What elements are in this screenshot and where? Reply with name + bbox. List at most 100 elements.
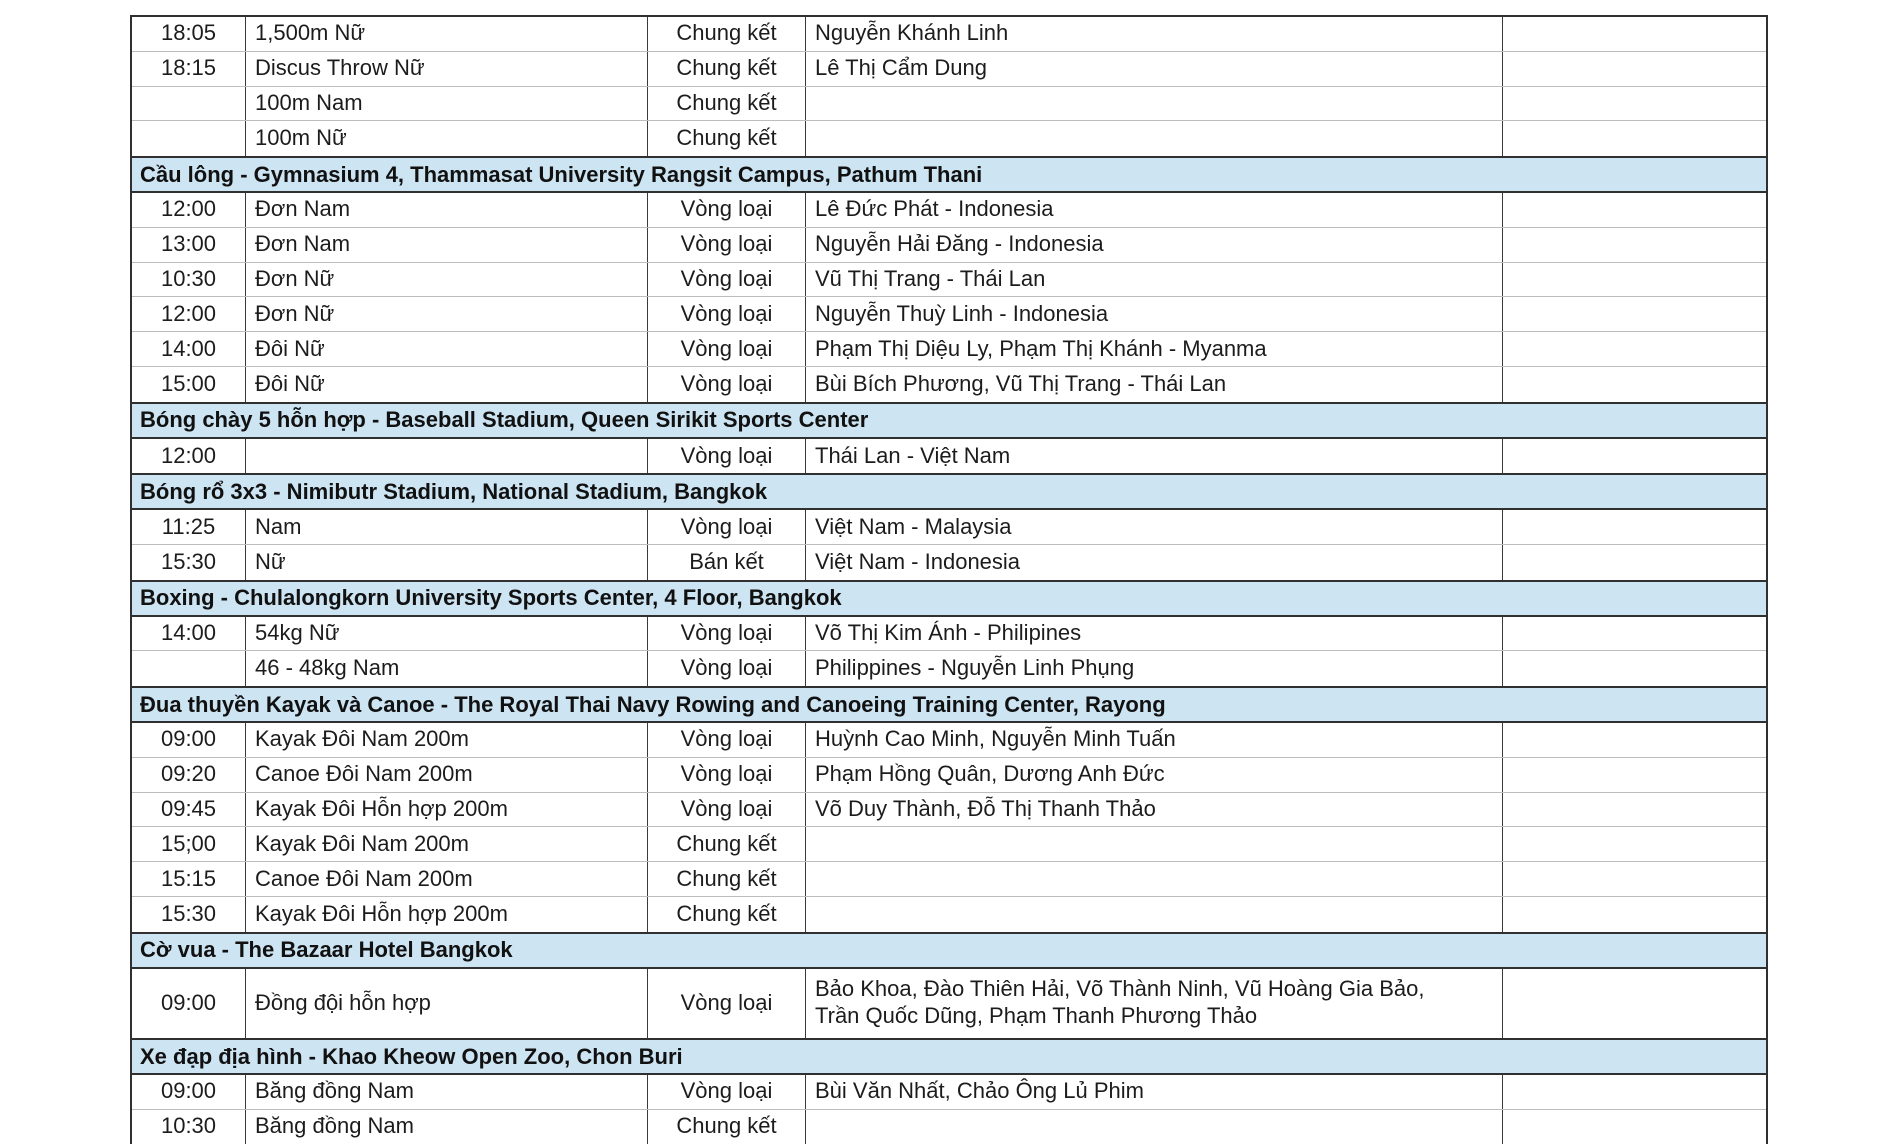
cell-round: Chung kết: [648, 86, 806, 121]
cell-event: Nữ: [246, 544, 648, 580]
table-row: 09:00 Kayak Đôi Nam 200m Vòng loại Huỳnh Ca…: [132, 722, 1766, 758]
table-row: 12:00 Vòng loại Thái Lan - Việt Nam: [132, 438, 1766, 474]
cell-notes: [1503, 228, 1770, 262]
cell-round: Vòng loại: [648, 227, 806, 262]
table-row: 15;00 Kayak Đôi Nam 200m Chung kết: [132, 827, 1766, 863]
table-row: 100m Nam Chung kết: [132, 86, 1766, 122]
table-row: 15:15 Canoe Đôi Nam 200m Chung kết: [132, 862, 1766, 897]
cell-athletes: [806, 827, 1503, 862]
table-row: 09:45 Kayak Đôi Hỗn hợp 200m Vòng loại Võ D…: [132, 792, 1766, 828]
cell-athletes: [806, 86, 1503, 121]
cell-event: Đơn Nam: [246, 227, 648, 262]
cell-round: Chung kết: [648, 17, 806, 51]
table-row: 12:00 Đơn Nam Vòng loại Lê Đức Phát - Indon…: [132, 192, 1766, 228]
cell-athletes: Lê Đức Phát - Indonesia: [806, 192, 1503, 227]
cell-time: 13:00: [132, 227, 246, 262]
cell-event: 1,500m Nữ: [246, 17, 648, 51]
table-row: 14:00 54kg Nữ Vòng loại Võ Thị Kim Ánh - Ph…: [132, 616, 1766, 652]
cell-round: Vòng loại: [648, 192, 806, 227]
sport-section: Cầu lông - Gymnasium 4, Thammasat Univer…: [132, 156, 1766, 402]
cell-athletes: Võ Duy Thành, Đỗ Thị Thanh Thảo: [806, 792, 1503, 827]
cell-athletes: Thái Lan - Việt Nam: [806, 438, 1503, 474]
cell-athletes: Việt Nam - Malaysia: [806, 510, 1503, 544]
cell-round: Vòng loại: [648, 757, 806, 792]
cell-notes: [1503, 1075, 1770, 1109]
cell-athletes: Võ Thị Kim Ánh - Philipines: [806, 616, 1503, 651]
cell-notes: [1503, 758, 1770, 792]
table-row: 15:00 Đôi Nữ Vòng loại Bùi Bích Phương, Vũ …: [132, 366, 1766, 402]
section-header: Đua thuyền Kayak và Canoe - The Royal Th…: [132, 688, 1766, 723]
cell-time: [132, 121, 246, 157]
cell-notes: [1503, 545, 1770, 580]
cell-event: 46 - 48kg Nam: [246, 651, 648, 687]
cell-round: Chung kết: [648, 827, 806, 862]
cell-event: Băng đồng Nam: [246, 1074, 648, 1109]
section-header: Boxing - Chulalongkorn University Sports…: [132, 581, 1766, 617]
cell-notes: [1503, 969, 1770, 1039]
cell-round: Vòng loại: [648, 332, 806, 366]
cell-round: Vòng loại: [648, 651, 806, 687]
cell-notes: [1503, 297, 1770, 331]
cell-time: 09:00: [132, 968, 246, 1039]
cell-time: 09:00: [132, 722, 246, 757]
table-row: 18:05 1,500m Nữ Chung kết Nguyễn Khánh Linh: [132, 17, 1766, 52]
cell-event: Kayak Đôi Nam 200m: [246, 722, 648, 757]
cell-event: [246, 438, 648, 474]
cell-time: 09:45: [132, 792, 246, 827]
cell-athletes: Nguyễn Hải Đăng - Indonesia: [806, 227, 1503, 262]
section-header: Bóng chày 5 hỗn hợp - Baseball Stadium, …: [132, 403, 1766, 439]
cell-event: 100m Nam: [246, 86, 648, 121]
table-row: 14:00 Đôi Nữ Vòng loại Phạm Thị Diệu Ly, Ph…: [132, 332, 1766, 367]
section-header: Bóng rổ 3x3 - Nimibutr Stadium, National…: [132, 475, 1766, 511]
cell-round: Chung kết: [648, 862, 806, 896]
cell-round: Vòng loại: [648, 262, 806, 297]
cell-time: 09:20: [132, 757, 246, 792]
cell-athletes: Bùi Bích Phương, Vũ Thị Trang - Thái Lan: [806, 366, 1503, 402]
cell-round: Vòng loại: [648, 968, 806, 1039]
cell-round: Bán kết: [648, 544, 806, 580]
table-row: 15:30 Nữ Bán kết Việt Nam - Indonesia: [132, 544, 1766, 580]
cell-round: Chung kết: [648, 1109, 806, 1144]
cell-event: Băng đồng Nam: [246, 1109, 648, 1144]
cell-event: Đơn Nam: [246, 192, 648, 227]
cell-time: 12:00: [132, 438, 246, 474]
cell-round: Vòng loại: [648, 366, 806, 402]
cell-notes: [1503, 862, 1770, 896]
cell-notes: [1503, 52, 1770, 86]
cell-event: Canoe Đôi Nam 200m: [246, 862, 648, 896]
cell-time: 10:30: [132, 1109, 246, 1144]
cell-athletes: Lê Thị Cẩm Dung: [806, 51, 1503, 86]
cell-notes: [1503, 651, 1770, 686]
cell-round: Vòng loại: [648, 616, 806, 651]
cell-event: Kayak Đôi Nam 200m: [246, 827, 648, 862]
cell-athletes: [806, 121, 1503, 157]
cell-round: Chung kết: [648, 121, 806, 157]
cell-event: 54kg Nữ: [246, 616, 648, 651]
cell-time: 15;00: [132, 827, 246, 862]
cell-athletes: Bùi Văn Nhất, Chảo Ông Lủ Phim: [806, 1074, 1503, 1109]
cell-athletes: [806, 862, 1503, 896]
cell-notes: [1503, 723, 1770, 757]
cell-event: Đôi Nữ: [246, 366, 648, 402]
section-header: Cầu lông - Gymnasium 4, Thammasat Univer…: [132, 158, 1766, 193]
cell-notes: [1503, 193, 1770, 227]
table-row: 09:20 Canoe Đôi Nam 200m Vòng loại Phạm Hồn…: [132, 757, 1766, 793]
sport-section: Đua thuyền Kayak và Canoe - The Royal Th…: [132, 686, 1766, 932]
cell-time: 12:00: [132, 297, 246, 332]
cell-event: Đôi Nữ: [246, 332, 648, 366]
cell-notes: [1503, 332, 1770, 366]
cell-athletes: Nguyễn Khánh Linh: [806, 17, 1503, 51]
cell-event: Canoe Đôi Nam 200m: [246, 757, 648, 792]
cell-notes: [1503, 510, 1770, 544]
cell-event: Kayak Đôi Hỗn hợp 200m: [246, 896, 648, 932]
cell-notes: [1503, 439, 1770, 474]
cell-round: Vòng loại: [648, 792, 806, 827]
sport-section: Bóng rổ 3x3 - Nimibutr Stadium, National…: [132, 473, 1766, 580]
table-row: 09:00 Đồng đội hỗn hợp Vòng loại Bảo Khoa, …: [132, 968, 1766, 1039]
cell-event: Đơn Nữ: [246, 262, 648, 297]
cell-time: 15:30: [132, 896, 246, 932]
cell-notes: [1503, 17, 1770, 51]
cell-time: [132, 651, 246, 687]
cell-time: 15:00: [132, 366, 246, 402]
cell-notes: [1503, 121, 1770, 156]
